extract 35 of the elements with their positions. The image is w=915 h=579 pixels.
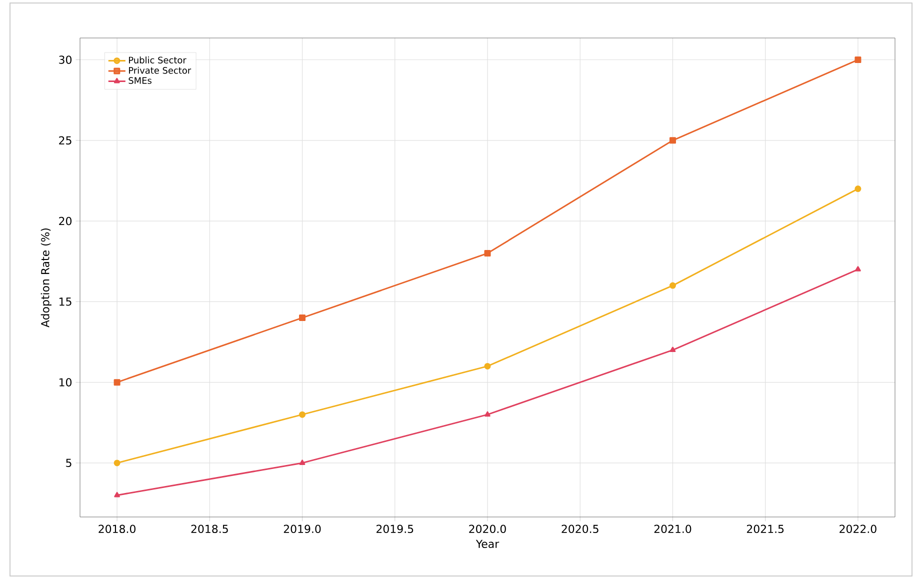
point: [299, 460, 306, 465]
x-tick-label: 2021.0: [654, 524, 692, 534]
x-tick-label: 2018.5: [191, 524, 228, 534]
x-tick-label: 2020.5: [562, 524, 598, 534]
point: [114, 379, 120, 386]
point: [669, 137, 676, 144]
point: [484, 362, 491, 370]
x-tick-label: 2018.0: [98, 524, 136, 534]
x-tick-label: 2021.5: [746, 524, 784, 534]
point: [484, 411, 490, 417]
y-tick-label: 25: [59, 136, 72, 145]
y-tick-label: 20: [59, 216, 72, 226]
point: [299, 411, 306, 418]
x-tick-label: 2020.0: [469, 524, 506, 534]
y-tick-label: 15: [60, 298, 72, 306]
point: [854, 186, 862, 192]
point: [484, 250, 491, 257]
point: [114, 492, 120, 498]
x-axis-title: Year: [476, 540, 500, 548]
point: [114, 460, 120, 466]
x-tick-label: 2019.5: [376, 524, 414, 534]
x-tick-label: 2022.0: [840, 524, 876, 534]
point: [855, 266, 861, 272]
legend-label: SMEs: [128, 77, 152, 84]
point: [669, 282, 676, 289]
legend-label: Private Sector: [129, 66, 192, 74]
point: [299, 314, 306, 322]
legend-label: Public Sector: [129, 56, 186, 64]
y-tick-label: 10: [60, 378, 72, 386]
y-tick-label: 30: [59, 56, 72, 64]
y-tick-label: 5: [66, 458, 72, 468]
x-tick-label: 2019.0: [284, 524, 321, 534]
point: [670, 346, 676, 352]
y-axis-title: Adoption Rate (%): [40, 228, 52, 328]
point: [854, 56, 862, 64]
